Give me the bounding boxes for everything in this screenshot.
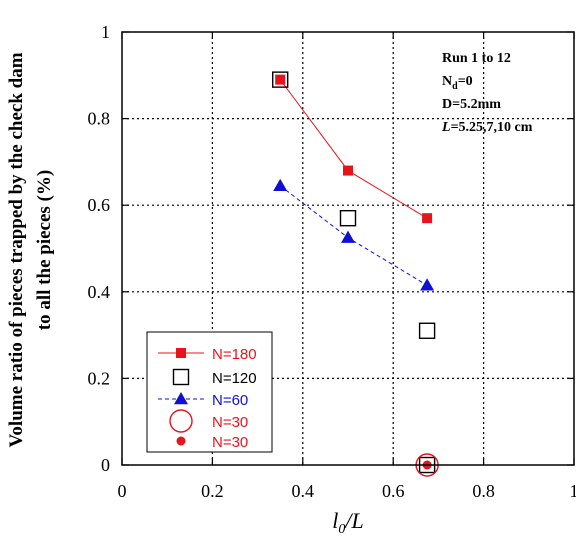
y-tick-label: 0.6 [88, 195, 111, 215]
x-axis-label-sub: 0 [338, 522, 345, 537]
data-point [275, 74, 286, 85]
y-tick-label: 1 [101, 22, 110, 42]
legend-marker [174, 392, 188, 405]
series-line [279, 185, 428, 286]
legend-marker [169, 409, 193, 433]
y-tick-label: 0.4 [88, 282, 111, 302]
series-layer [272, 71, 439, 477]
legend-marker [176, 436, 186, 446]
data-point [273, 178, 288, 191]
y-tick-label: 0 [101, 455, 110, 475]
legend-entry: N=30 [169, 409, 248, 433]
legend-label: N=180 [212, 346, 257, 363]
legend-label: N=30 [212, 434, 248, 451]
legend-label: N=60 [212, 392, 248, 409]
annotation-line2-sub: d [452, 81, 458, 92]
legend-entry: N=120 [172, 368, 257, 387]
annotation-line2-tail: =0 [458, 74, 473, 89]
legend-marker [176, 348, 186, 358]
legend-label: N=120 [212, 370, 257, 387]
x-axis-label-main: l [332, 508, 338, 533]
x-tick-label: 1 [570, 481, 576, 501]
data-point [420, 278, 435, 291]
series-1 [272, 71, 436, 474]
legend-box [146, 331, 273, 453]
data-point [422, 213, 433, 224]
x-tick-label: 0.4 [292, 481, 315, 501]
data-point [418, 322, 436, 339]
data-point [343, 165, 353, 176]
legend-entry: N=60 [158, 392, 248, 409]
annotation-line1: Run 1 to 12 [442, 51, 511, 66]
legend-entry: N=180 [158, 346, 257, 363]
legend-entries: N=180 N=120 N=60 N=30 N=30 [158, 346, 257, 451]
annotation-line4-italic: L [441, 120, 451, 135]
annotation-line2: Nd=0 [442, 74, 473, 92]
x-tick-label: 0.6 [382, 481, 405, 501]
legend-entry: N=30 [176, 434, 248, 451]
plot-frame [121, 31, 575, 466]
data-point [272, 71, 289, 88]
y-tick-label: 0.8 [88, 109, 111, 129]
legend-label: N=30 [212, 414, 248, 431]
annotation-line4-tail: =5.25,7,10 cm [451, 120, 533, 135]
x-axis-label: l0/L [332, 508, 363, 537]
annotation: Run 1 to 12 Nd=0 D=5.2mm L=5.25,7,10 cm [441, 51, 533, 135]
legend: N=180 N=120 N=60 N=30 N=30 [146, 331, 273, 453]
annotation-line4: L=5.25,7,10 cm [441, 120, 533, 135]
y-tick-label: 0.2 [88, 368, 111, 388]
x-tick-label: 0.8 [472, 481, 495, 501]
axis-ticks: 0 0.2 0.4 0.6 0.8 1 0 0.2 0.4 0.6 0.8 1 [88, 22, 576, 501]
series-2 [273, 178, 435, 291]
series-0 [275, 74, 433, 224]
annotation-line2-main: N [442, 74, 452, 89]
data-point [339, 209, 357, 227]
annotation-line3: D=5.2mm [442, 97, 501, 112]
x-tick-label: 0.2 [201, 481, 224, 501]
x-axis-label-tail: /L [343, 508, 363, 533]
legend-marker [172, 368, 190, 386]
x-tick-label: 0 [118, 481, 127, 501]
y-axis-label-line1: Volume ratio of pieces trapped by the ch… [6, 52, 27, 447]
y-axis-label-line2: to all the pieces (%) [34, 170, 55, 330]
data-point [341, 230, 355, 243]
grid [122, 32, 574, 465]
